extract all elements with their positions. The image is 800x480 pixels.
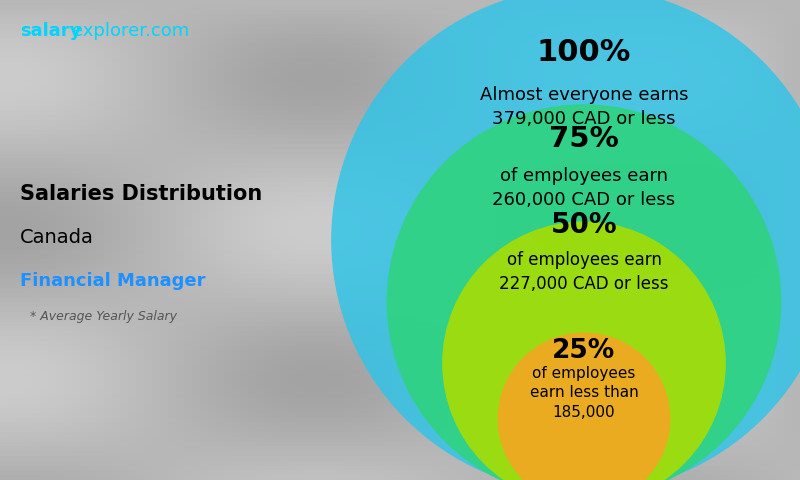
Circle shape — [386, 104, 782, 480]
Text: Canada: Canada — [20, 228, 94, 247]
Text: * Average Yearly Salary: * Average Yearly Salary — [30, 310, 178, 324]
Text: 75%: 75% — [549, 125, 619, 153]
Text: of employees earn
227,000 CAD or less: of employees earn 227,000 CAD or less — [499, 251, 669, 293]
Text: explorer.com: explorer.com — [72, 22, 190, 40]
Text: salary: salary — [20, 22, 82, 40]
Text: 100%: 100% — [537, 38, 631, 67]
Text: Financial Manager: Financial Manager — [20, 272, 206, 290]
Circle shape — [331, 0, 800, 480]
Circle shape — [498, 333, 670, 480]
Text: of employees
earn less than
185,000: of employees earn less than 185,000 — [530, 366, 638, 420]
Circle shape — [442, 221, 726, 480]
Text: Almost everyone earns
379,000 CAD or less: Almost everyone earns 379,000 CAD or les… — [480, 86, 688, 128]
Text: 25%: 25% — [552, 338, 616, 364]
Text: Salaries Distribution: Salaries Distribution — [20, 184, 262, 204]
Text: of employees earn
260,000 CAD or less: of employees earn 260,000 CAD or less — [493, 168, 675, 209]
Text: 50%: 50% — [550, 211, 618, 239]
